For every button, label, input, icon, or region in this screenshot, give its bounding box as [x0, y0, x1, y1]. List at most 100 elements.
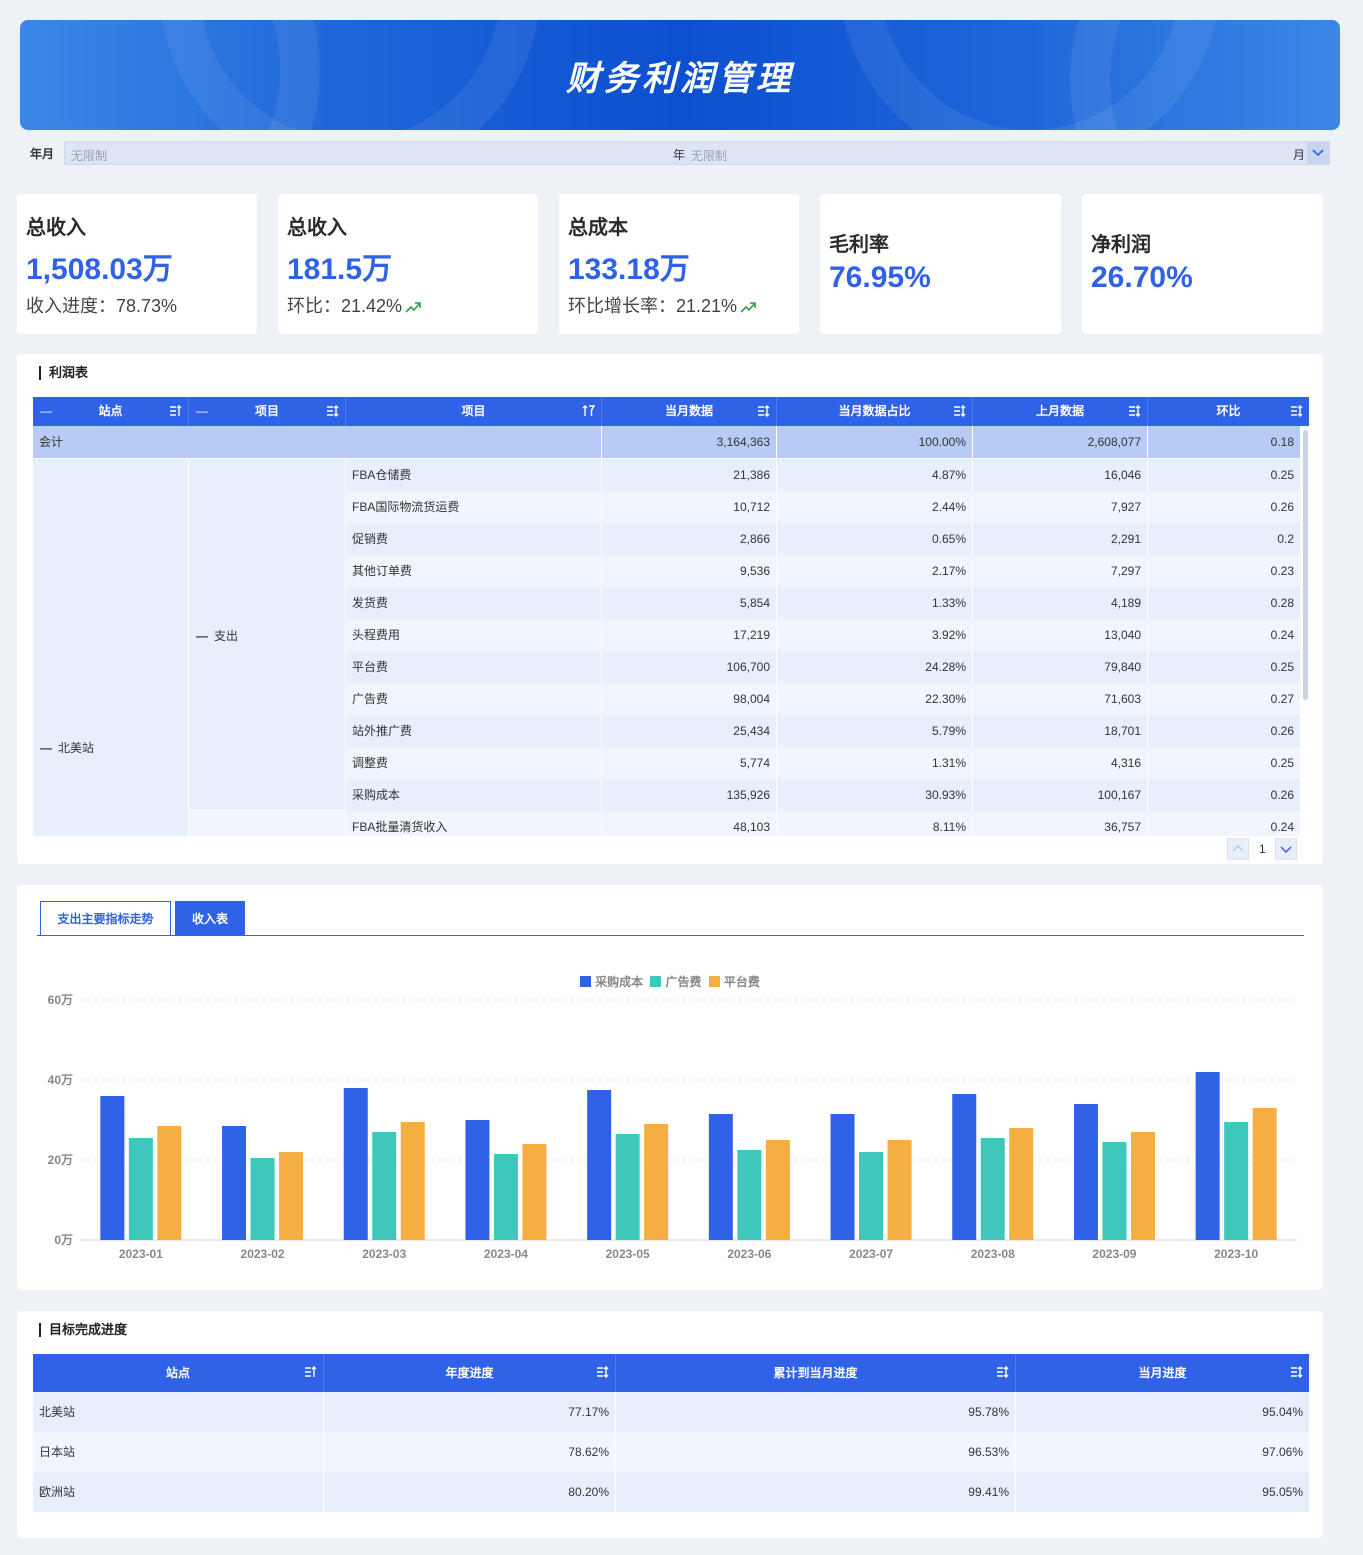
header-banner: 财务利润管理 [20, 20, 1340, 130]
table-row: 日本站 78.62% 96.53% 97.06% [33, 1432, 1309, 1472]
bar [1102, 1142, 1127, 1240]
tab-revenue-table[interactable]: 收入表 [175, 901, 245, 936]
col-header-annual[interactable]: 年度进度 [324, 1354, 616, 1392]
trend-up-icon [405, 302, 421, 313]
cell-mom: 0.26 [1148, 779, 1301, 811]
cell-annual: 77.17% [324, 1392, 616, 1432]
cell-current: 10,712 [602, 491, 777, 523]
cell-current: 21,386 [602, 459, 777, 491]
cell-item: FBA国际物流货运费 [346, 491, 602, 523]
cell-previous: 71,603 [973, 683, 1148, 715]
cell-current: 5,854 [602, 587, 777, 619]
bar [587, 1090, 612, 1240]
col-header-previous[interactable]: 上月数据 [973, 397, 1148, 426]
legend-item[interactable]: 广告费 [650, 973, 702, 990]
table-row: FBA批量清货收入 48,103 8.11% 36,757 0.24 [33, 811, 1301, 836]
tab-expense-trend[interactable]: 支出主要指标走势 [40, 901, 171, 936]
col-header-site[interactable]: 站点 [33, 1354, 324, 1392]
cell-monthly: 97.06% [1016, 1432, 1309, 1472]
col-header-item[interactable]: 项目 [346, 397, 602, 426]
col-header-category[interactable]: — 项目 [189, 397, 346, 426]
sort-icon[interactable] [1290, 405, 1303, 417]
cell-share: 30.93% [777, 779, 973, 811]
sort-icon[interactable] [757, 405, 770, 417]
year-unit: 年 [673, 148, 686, 162]
cell-site: 北美站 [33, 1392, 324, 1432]
legend-item[interactable]: 平台费 [708, 973, 760, 990]
collapse-icon: — [196, 629, 208, 643]
col-header-share[interactable]: 当月数据占比 [777, 397, 973, 426]
cell-share: 8.11% [777, 811, 973, 836]
cell-cumulative: 99.41% [616, 1472, 1016, 1512]
x-tick-label: 2023-05 [606, 1247, 650, 1261]
year-month-select[interactable]: 无限制 年 无限制 月 [64, 141, 1330, 165]
cell-share: 2.17% [777, 555, 973, 587]
sort-icon[interactable] [169, 405, 182, 417]
cell-mom: 0.24 [1148, 619, 1301, 651]
table-row: 广告费 98,004 22.30% 71,603 0.27 [33, 683, 1301, 715]
sort-icon[interactable] [953, 405, 966, 417]
cell-previous: 7,297 [973, 555, 1148, 587]
col-header-mom[interactable]: 环比 [1148, 397, 1309, 426]
sort-icon[interactable] [326, 405, 339, 417]
group-label[interactable]: — 支出 [196, 629, 239, 643]
col-header-current[interactable]: 当月数据 [602, 397, 777, 426]
page-title: 财务利润管理 [566, 60, 794, 98]
sort-icon[interactable] [1290, 1366, 1303, 1378]
dropdown-button[interactable] [1307, 142, 1329, 164]
total-mom: 0.18 [1148, 426, 1301, 458]
sort-asc-icon[interactable] [582, 405, 595, 417]
sort-icon[interactable] [1128, 405, 1141, 417]
total-current: 3,164,363 [602, 426, 777, 458]
cell-previous: 18,701 [973, 715, 1148, 747]
x-tick-label: 2023-08 [971, 1247, 1015, 1261]
table-row: 平台费 106,700 24.28% 79,840 0.25 [33, 651, 1301, 683]
cell-current: 2,866 [602, 523, 777, 555]
page-prev-button[interactable] [1227, 838, 1249, 860]
kpi-title: 总收入 [287, 217, 347, 239]
x-tick-label: 2023-02 [241, 1247, 285, 1261]
bar [343, 1088, 368, 1240]
collapse-icon[interactable]: — [40, 404, 52, 418]
cell-item: 调整费 [346, 747, 602, 779]
legend-item[interactable]: 采购成本 [580, 973, 643, 990]
site-label[interactable]: — 北美站 [40, 741, 95, 755]
month-placeholder: 无限制 [691, 149, 728, 163]
kpi-title: 净利润 [1091, 234, 1151, 256]
target-progress-panel: 目标完成进度 站点 年度进度 累计到当月进度 当月进度 北美站 77.17% 9… [17, 1311, 1323, 1538]
kpi-title: 总收入 [26, 217, 86, 239]
legend-swatch [708, 976, 720, 987]
banner-decoration [1070, 20, 1340, 130]
bar [737, 1150, 762, 1240]
cell-previous: 79,840 [973, 651, 1148, 683]
cell-site-spacer [33, 619, 189, 651]
table-row: 其他订单费 9,536 2.17% 7,297 0.23 [33, 555, 1301, 587]
chevron-down-icon [1280, 846, 1292, 854]
bar [980, 1138, 1005, 1240]
kpi-card-total-cost: 总成本 133.18万 环比增长率：21.21% [559, 194, 799, 334]
merged-site-cell: — 北美站 [33, 459, 188, 836]
filter-label: 年月 [30, 147, 55, 161]
bar [1073, 1104, 1098, 1240]
cell-item: 促销费 [346, 523, 602, 555]
collapse-icon[interactable]: — [196, 404, 208, 418]
y-tick-label: 40万 [48, 1073, 73, 1087]
sort-icon[interactable] [596, 1366, 609, 1378]
sort-icon[interactable] [304, 1366, 317, 1378]
cell-site-spacer [33, 491, 189, 523]
col-header-monthly[interactable]: 当月进度 [1016, 1354, 1309, 1392]
chevron-down-icon [1312, 149, 1324, 157]
table-scrollbar[interactable] [1303, 430, 1308, 700]
cell-site-spacer [33, 747, 189, 779]
col-header-site[interactable]: — 站点 [33, 397, 189, 426]
kpi-subtext: 环比：21.42% [287, 292, 421, 318]
col-header-cumulative[interactable]: 累计到当月进度 [616, 1354, 1016, 1392]
bar [1252, 1108, 1277, 1240]
bar [400, 1122, 425, 1240]
cell-item: 其他订单费 [346, 555, 602, 587]
sort-icon[interactable] [996, 1366, 1009, 1378]
page-next-button[interactable] [1275, 838, 1297, 860]
table-body[interactable]: 会计 3,164,363 100.00% 2,608,077 0.18 FBA仓… [33, 426, 1309, 836]
cell-site-spacer [33, 683, 189, 715]
cell-current: 135,926 [602, 779, 777, 811]
